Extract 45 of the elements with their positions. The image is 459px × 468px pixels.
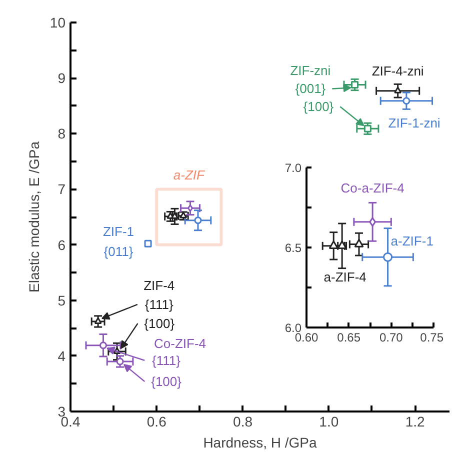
x-tick-label: 0.60: [294, 330, 319, 344]
y-tick-label: 8: [58, 126, 66, 142]
annotation: ZIF-zni: [290, 63, 331, 78]
annotation: ZIF-1-zni: [388, 115, 440, 130]
annotation: ZIF-4: [144, 278, 175, 293]
y-tick-label: 6.5: [284, 241, 302, 255]
annotation: Co-a-ZIF-4: [340, 180, 404, 196]
point: [394, 86, 402, 94]
x-tick-label: 1.0: [319, 414, 339, 430]
annotation: a-ZIF-1: [390, 234, 434, 249]
point: [364, 124, 372, 132]
x-tick-label: 0.70: [379, 330, 404, 344]
x-tick-label: 0.75: [420, 330, 444, 344]
x-tick-label: 0.65: [337, 330, 361, 344]
annotation: {011}: [104, 244, 134, 260]
x-tick-label: 0.8: [233, 414, 253, 430]
annotation: {100}: [144, 316, 176, 331]
point: [144, 240, 152, 248]
y-axis-title: Elastic modulus, E /GPa: [26, 141, 42, 292]
annotation: {100}: [303, 99, 334, 114]
y-tick-label: 9: [58, 70, 66, 86]
annotation: a-ZIF: [173, 168, 206, 183]
point: [187, 204, 193, 212]
y-tick-label: 7: [58, 181, 66, 198]
point: [402, 97, 410, 105]
annotation: a-ZIF-4: [324, 269, 366, 284]
y-tick-label: 10: [50, 14, 66, 30]
y-tick-label: 4: [58, 348, 66, 364]
y-tick-label: 7.0: [284, 161, 302, 175]
annotation: Co-ZIF-4: [154, 336, 206, 351]
point: [351, 80, 358, 88]
annotation: {111}: [152, 352, 182, 368]
point: [99, 342, 107, 350]
point: [116, 358, 124, 366]
annotation: ZIF-1: [102, 224, 134, 240]
y-tick-label: 5: [58, 292, 66, 308]
annotation: {100}: [151, 374, 182, 389]
annotation: ZIF-4-zni: [372, 63, 424, 78]
annotation: {001}: [295, 81, 326, 96]
annotation: {111}: [144, 296, 174, 312]
y-tick-label: 6: [58, 236, 66, 253]
x-axis-title: Hardness, H /GPa: [203, 434, 318, 450]
point: [194, 216, 202, 224]
x-tick-label: 1.2: [405, 414, 425, 430]
x-tick-label: 0.6: [146, 414, 167, 430]
